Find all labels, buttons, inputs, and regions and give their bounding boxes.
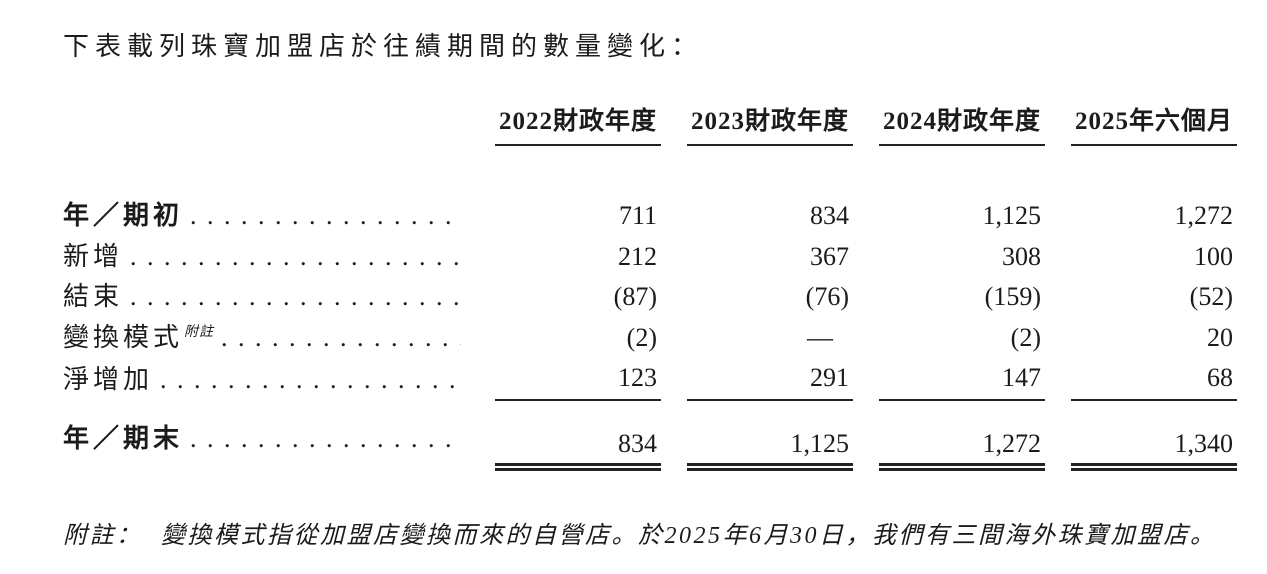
- cell-value: 1,272: [879, 427, 1045, 471]
- table-row: 結束 (87) (76) (159) (52): [63, 277, 1237, 318]
- cell-value: 123: [495, 358, 661, 401]
- cell-value: (87): [613, 282, 657, 311]
- cell-value: 308: [1002, 241, 1041, 271]
- row-label-text: 變換模式: [63, 322, 184, 352]
- table-row: 變換模式附註 (2) — (2) 20: [63, 318, 1237, 359]
- row-label-cell: 新增: [63, 237, 469, 278]
- cell-value: 1,272: [1174, 201, 1234, 230]
- cell-value: 291: [687, 358, 853, 401]
- dot-leader: [183, 196, 461, 237]
- footnote-text: 變換模式指從加盟店變換而來的自營店。於2025年6月30日，我們有三間海外珠寶加…: [161, 522, 1217, 549]
- column-header-fy2024: 2024財政年度: [879, 101, 1045, 146]
- cell-value: 834: [810, 201, 849, 230]
- table-row: 年／期初 711 834 1,125 1,272: [63, 196, 1237, 237]
- column-header-fy2023: 2023財政年度: [687, 101, 853, 146]
- row-label: 淨增加: [63, 365, 154, 394]
- table-row: 新增 212 367 308 100: [63, 237, 1237, 278]
- document-page: 下表載列珠寶加盟店於往績期間的數量變化： 2022財政年度 2023財政年度 2…: [0, 0, 1267, 550]
- row-label-cell: 年／期末: [63, 417, 469, 471]
- cell-value: 212: [618, 241, 657, 271]
- row-label: 結束: [63, 282, 124, 311]
- cell-value: 1,340: [1071, 427, 1237, 471]
- cell-value: 20: [1207, 322, 1233, 352]
- column-header-6m2025: 2025年六個月: [1071, 101, 1237, 146]
- row-label-cell: 變換模式附註: [63, 313, 469, 359]
- row-label: 新增: [63, 241, 124, 271]
- dot-leader: [183, 417, 461, 461]
- footnote-label: 附註：: [63, 522, 143, 549]
- dot-leader: [123, 237, 461, 278]
- cell-value: (52): [1189, 282, 1233, 311]
- dot-leader: [153, 360, 461, 401]
- row-label: 年／期末: [63, 423, 184, 453]
- dot-leader: [123, 277, 461, 318]
- row-label: 變換模式附註: [63, 313, 214, 359]
- row-label: 年／期初: [63, 201, 184, 230]
- row-label-cell: 淨增加: [63, 360, 469, 401]
- cell-value: (76): [805, 282, 849, 311]
- footnote-superscript: 附註: [184, 324, 215, 340]
- franchise-store-change-table: 2022財政年度 2023財政年度 2024財政年度 2025年六個月 年／期初…: [63, 101, 1237, 471]
- cell-value: 834: [495, 427, 661, 471]
- cell-value: (2): [626, 322, 657, 352]
- table-row-net-increase: 淨增加 123 291 147 68: [63, 358, 1237, 401]
- cell-value: 367: [810, 241, 849, 271]
- cell-value: (2): [1010, 322, 1041, 352]
- cell-value: 1,125: [687, 427, 853, 471]
- footnote: 附註： 變換模式指從加盟店變換而來的自營店。於2025年6月30日，我們有三間海…: [63, 515, 1237, 550]
- cell-value: 100: [1194, 241, 1233, 271]
- cell-value: 711: [618, 201, 657, 230]
- cell-value: 68: [1071, 358, 1237, 401]
- page-title: 下表載列珠寶加盟店於往績期間的數量變化：: [63, 32, 704, 61]
- table-header-row: 2022財政年度 2023財政年度 2024財政年度 2025年六個月: [63, 101, 1237, 146]
- table-row-period-end: 年／期末 834 1,125 1,272 1,340: [63, 424, 1237, 471]
- dot-leader: [214, 318, 461, 359]
- cell-value: 1,125: [982, 201, 1042, 230]
- cell-value: —: [807, 322, 833, 352]
- column-header-fy2022: 2022財政年度: [495, 101, 661, 146]
- cell-value: (159): [984, 282, 1041, 311]
- cell-value: 147: [879, 358, 1045, 401]
- row-label-cell: 年／期初: [63, 196, 469, 237]
- row-label-cell: 結束: [63, 277, 469, 318]
